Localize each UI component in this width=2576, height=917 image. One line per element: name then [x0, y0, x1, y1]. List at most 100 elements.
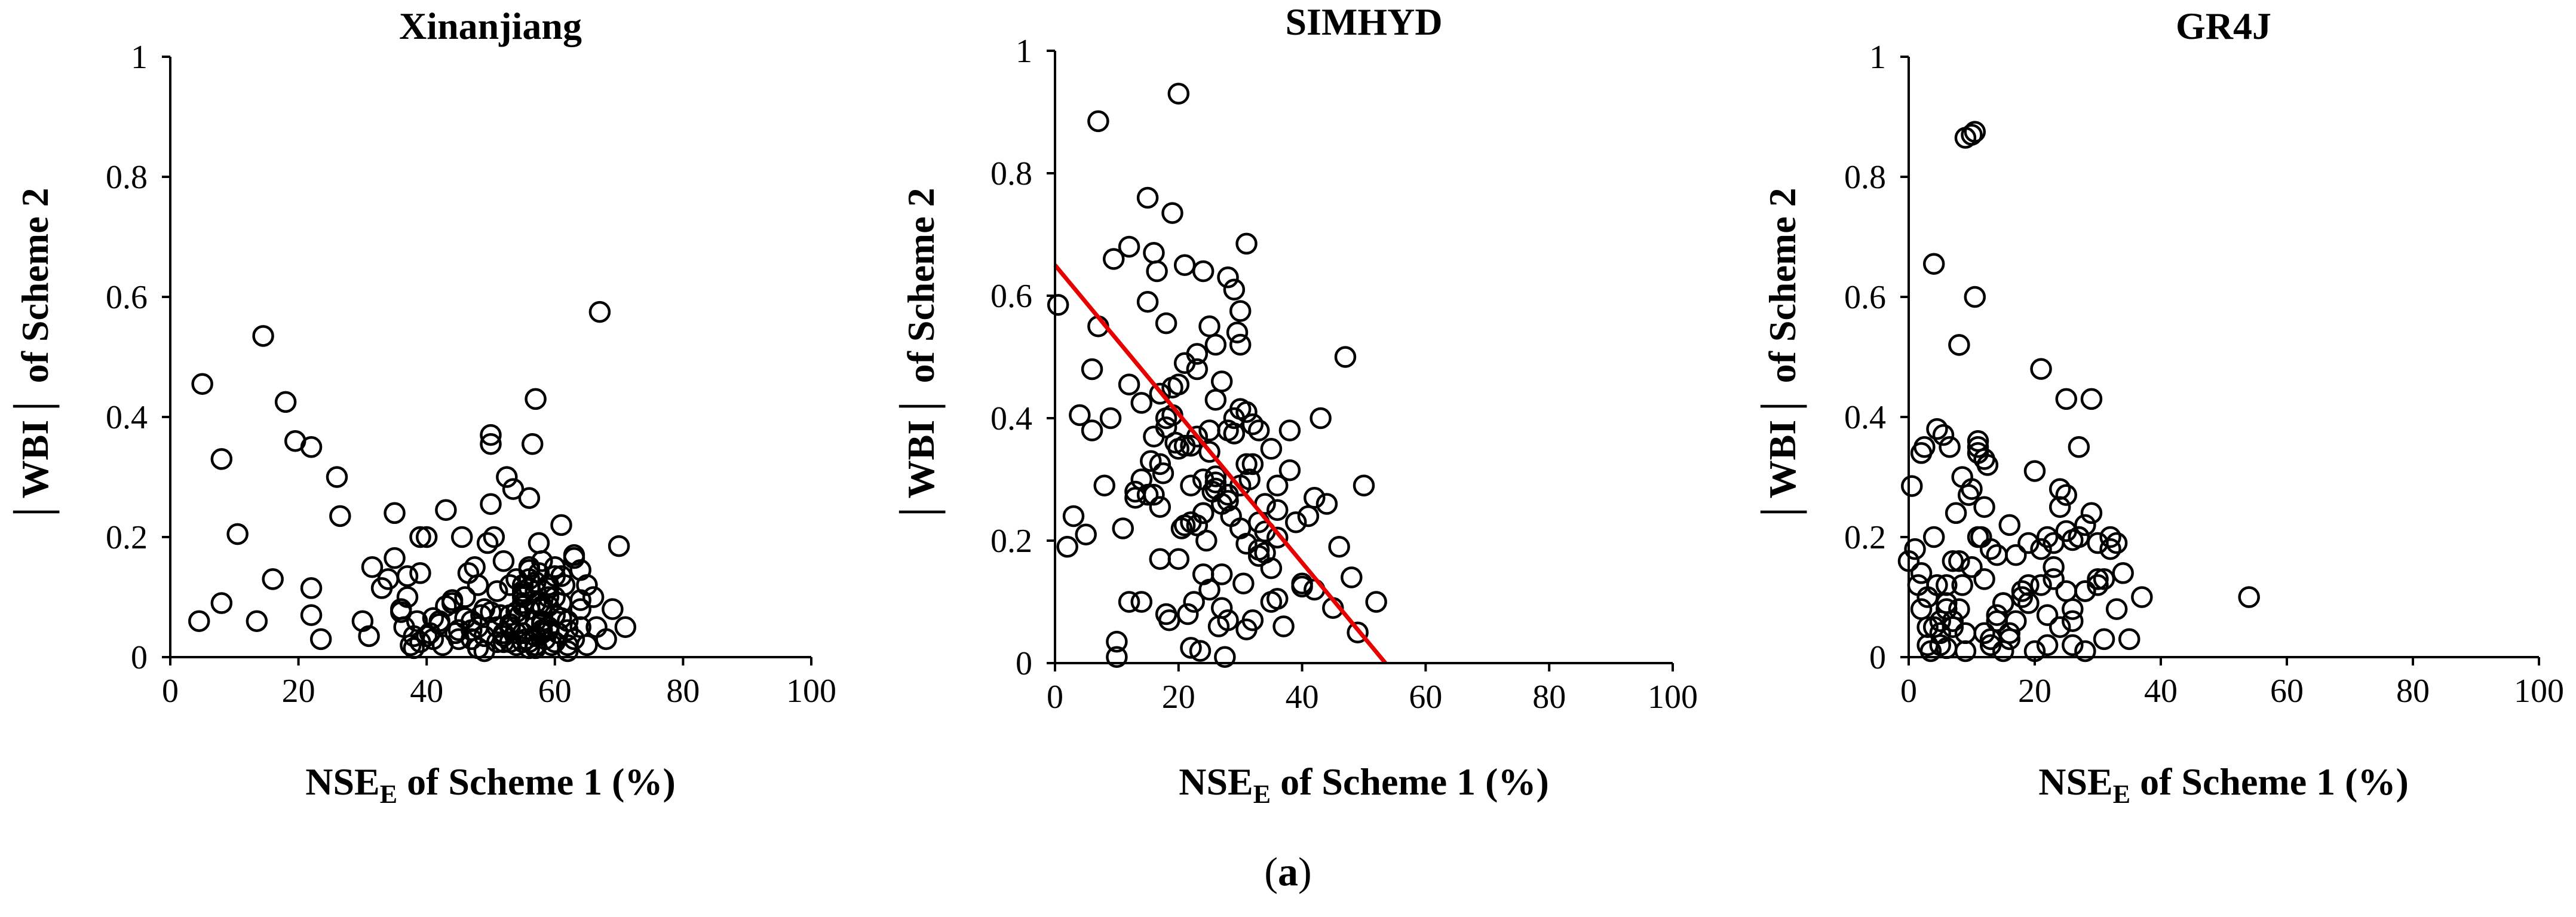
data-point: [329, 505, 351, 527]
data-point: [1334, 346, 1357, 368]
data-point: [1075, 523, 1097, 545]
data-point: [1235, 232, 1258, 255]
data-point: [2087, 568, 2109, 590]
data-point: [358, 625, 380, 648]
data-point: [435, 499, 457, 522]
data-point: [2017, 592, 2040, 614]
data-point: [1173, 254, 1196, 276]
data-point: [2099, 526, 2121, 548]
data-point: [1266, 474, 1289, 496]
data-point: [550, 607, 572, 629]
panel-simhyd: SIMHYD │WBI│ of Scheme 2 NSEE of Scheme …: [898, 1, 1698, 809]
data-point: [528, 532, 550, 554]
data-point: [1951, 574, 1973, 596]
data-point: [188, 610, 210, 632]
data-point: [2062, 610, 2084, 632]
data-point: [390, 601, 412, 623]
data-point: [2074, 514, 2096, 536]
data-point: [602, 598, 624, 620]
data-point: [1167, 82, 1190, 105]
data-point: [1106, 646, 1128, 668]
x-tick-label: 80: [1532, 679, 1566, 716]
data-point: [2074, 640, 2096, 663]
data-point: [1341, 566, 1363, 588]
data-point: [1964, 121, 1986, 143]
data-point: [1192, 260, 1215, 283]
x-tick-label: 60: [538, 673, 572, 710]
data-point: [480, 433, 502, 455]
data-point: [1140, 450, 1162, 472]
data-point: [1149, 548, 1172, 570]
data-point: [1278, 419, 1301, 441]
data-point: [1973, 496, 1995, 518]
x-tick-label: 20: [2018, 673, 2051, 710]
data-point: [1226, 321, 1249, 344]
data-point: [1285, 511, 1307, 533]
y-tick-label: 0.4: [990, 400, 1032, 437]
data-point: [511, 583, 534, 605]
data-point: [1177, 603, 1199, 625]
data-point: [1229, 398, 1252, 420]
data-point: [1223, 422, 1246, 444]
data-point: [1210, 370, 1233, 392]
data-point: [1945, 502, 1967, 525]
data-point: [2030, 358, 2052, 380]
data-point: [1152, 462, 1174, 484]
data-points: [188, 300, 637, 663]
data-point: [1232, 572, 1255, 594]
axis-ticks: 0 20 40 60 80 100 0 0.2 0.4 0.6 0.8 1: [106, 39, 836, 710]
svg-text:│WBI│ of Scheme 2: │WBI│ of Scheme 2: [1760, 188, 1807, 525]
data-point: [569, 559, 591, 581]
data-point: [1260, 438, 1283, 460]
data-point: [1149, 496, 1172, 518]
data-point: [422, 607, 444, 629]
data-point: [1093, 474, 1115, 496]
data-point: [1204, 389, 1227, 411]
axis-ticks: 0 20 40 60 80 100 0 0.2 0.4 0.6 0.8 1: [990, 33, 1698, 716]
data-point: [1183, 591, 1205, 613]
data-point: [1130, 392, 1153, 414]
data-point: [1936, 574, 1958, 596]
data-point: [1056, 536, 1078, 558]
data-point: [582, 586, 605, 608]
data-point: [2062, 634, 2084, 657]
data-point: [361, 556, 384, 578]
data-point: [1260, 557, 1283, 579]
data-point: [1272, 615, 1295, 637]
data-point: [1149, 453, 1172, 476]
data-points: [1047, 82, 1387, 668]
data-point: [406, 610, 428, 632]
data-point: [409, 631, 431, 654]
data-point: [1217, 483, 1239, 506]
data-point: [447, 619, 470, 642]
data-point: [1217, 490, 1239, 512]
y-axis-label: │WBI│ of Scheme 2: [13, 188, 60, 525]
data-point: [1173, 514, 1196, 536]
x-tick-label: 40: [2144, 673, 2178, 710]
y-tick-label: 0: [1016, 645, 1032, 682]
data-point: [550, 565, 572, 587]
data-point: [1973, 622, 1995, 645]
data-point: [544, 565, 566, 587]
x-tick-label: 20: [1162, 679, 1195, 716]
data-point: [496, 466, 518, 488]
y-tick-label: 0.6: [990, 278, 1032, 315]
data-point: [226, 523, 249, 545]
data-point: [1130, 591, 1153, 613]
y-tick-label: 0.8: [1844, 159, 1886, 196]
data-point: [1210, 563, 1233, 585]
y-tick-label: 0.4: [106, 399, 148, 436]
data-point: [2080, 388, 2103, 410]
data-point: [2055, 484, 2077, 506]
axes: [1908, 57, 2539, 658]
data-point: [2030, 574, 2052, 596]
data-point: [1192, 563, 1215, 585]
x-tick-label: 0: [1047, 679, 1063, 716]
data-point: [1087, 110, 1109, 133]
data-point: [1204, 471, 1227, 493]
data-point: [2005, 610, 2027, 632]
data-point: [454, 607, 476, 629]
trend-line: [1053, 263, 1387, 665]
data-point: [614, 616, 637, 638]
